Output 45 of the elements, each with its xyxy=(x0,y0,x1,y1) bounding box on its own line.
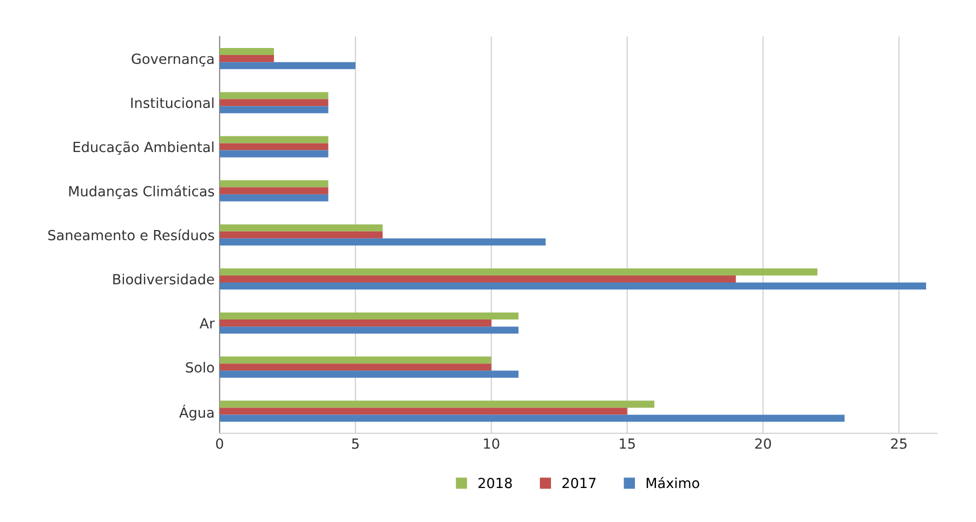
x-tick-label: 0 xyxy=(216,438,224,449)
bar xyxy=(220,268,818,276)
bar xyxy=(220,326,518,334)
bar xyxy=(220,414,845,422)
bar xyxy=(220,231,383,238)
y-tick-label: Ar xyxy=(200,318,215,328)
bar xyxy=(220,150,328,158)
bar xyxy=(220,106,328,114)
bar xyxy=(220,408,628,415)
bar xyxy=(220,62,356,70)
y-tick-label: Solo xyxy=(186,362,214,373)
bar xyxy=(220,238,546,246)
bar xyxy=(220,370,518,378)
bar xyxy=(220,92,328,100)
bar xyxy=(220,224,383,232)
bar xyxy=(220,180,328,188)
bar xyxy=(220,48,274,56)
bar xyxy=(220,282,926,290)
x-tick-label: 20 xyxy=(755,438,771,449)
y-tick-label: Educação Ambiental xyxy=(74,141,214,155)
bar xyxy=(220,99,328,106)
bar xyxy=(220,356,492,364)
y-tick-label: Institucional xyxy=(131,97,214,108)
bar xyxy=(220,143,328,150)
bar xyxy=(220,136,328,144)
bar xyxy=(220,320,492,327)
x-tick-label: 5 xyxy=(352,438,359,449)
bar xyxy=(220,187,328,194)
bar xyxy=(220,364,492,371)
legend-label: 2017 xyxy=(562,478,596,488)
bar xyxy=(220,55,274,62)
legend-label: 2018 xyxy=(478,478,512,488)
y-tick-label: Governança xyxy=(132,54,214,67)
y-tick-label: Água xyxy=(179,404,214,421)
y-tick-label: Saneamento e Resíduos xyxy=(48,229,214,240)
bar xyxy=(220,275,736,283)
x-tick-label: 15 xyxy=(620,438,635,449)
legend-label: Máximo xyxy=(646,476,700,488)
bar xyxy=(220,400,654,408)
bar xyxy=(220,194,328,202)
x-tick-label: 10 xyxy=(484,438,500,449)
bar xyxy=(220,312,518,320)
y-tick-label: Biodiversidade xyxy=(113,274,214,284)
x-tick-label: 25 xyxy=(891,438,907,449)
y-tick-label: Mudanças Climáticas xyxy=(69,185,214,199)
